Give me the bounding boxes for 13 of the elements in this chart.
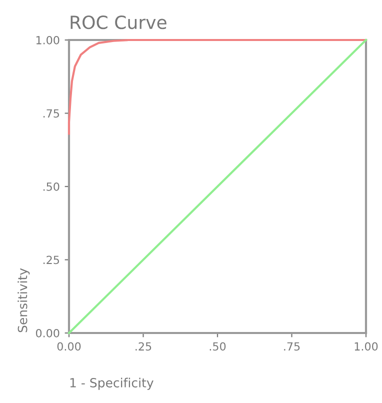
- x-axis-title: 1 - Specificity: [70, 378, 154, 390]
- chart-title: ROC Curve: [70, 15, 166, 30]
- x-tick-label: .50: [210, 342, 226, 351]
- y-tick-label: 0.00: [36, 328, 60, 338]
- x-tick-label: 1.00: [354, 342, 378, 351]
- x-tick-label: 0.00: [57, 342, 81, 351]
- y-tick-label: .75: [43, 109, 59, 118]
- x-tick-label: .75: [284, 342, 300, 351]
- y-tick-label: .25: [43, 256, 59, 264]
- y-tick-label: 1.00: [36, 36, 60, 44]
- y-tick-label: .50: [43, 182, 60, 191]
- x-tick-label: .25: [136, 342, 152, 351]
- y-axis-title: Sensitivity: [18, 268, 30, 332]
